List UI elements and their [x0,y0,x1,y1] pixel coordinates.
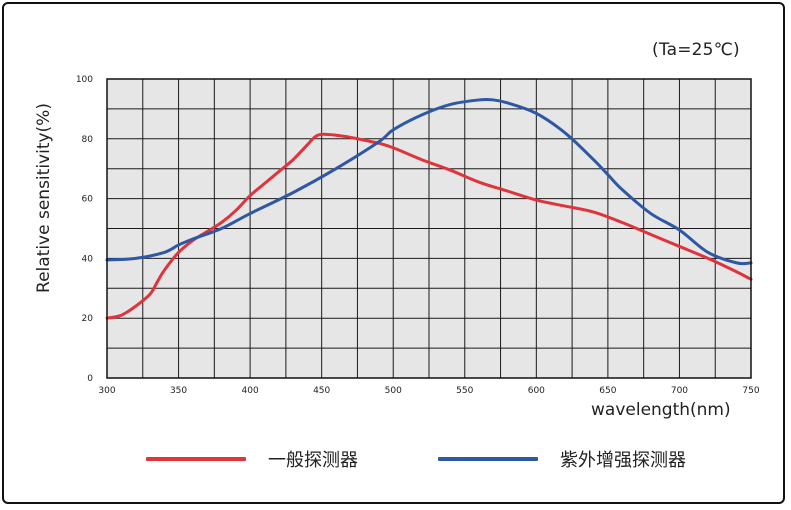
x-tick-label: 650 [599,386,616,396]
x-tick-label: 600 [528,386,545,396]
legend-swatch-general [146,457,246,461]
x-tick-label: 400 [242,386,259,396]
y-tick-label: 80 [82,135,94,145]
x-tick-label: 450 [313,386,330,396]
x-tick-labels: 300 350 400 450 500 550 600 650 700 750 [98,386,759,396]
y-tick-label: 100 [76,75,93,85]
legend-swatch-uv-enhanced [438,457,538,461]
x-tick-label: 550 [456,386,473,396]
grid-lines [107,79,751,378]
y-tick-labels: 0 20 40 60 80 100 [76,75,93,384]
y-tick-label: 60 [82,195,94,205]
x-tick-label: 300 [98,386,115,396]
series-line-general [105,132,753,320]
legend-label-uv-enhanced: 紫外增强探测器 [560,450,686,471]
series-line-uv-enhanced [105,97,753,266]
x-axis-label: wavelength(nm) [591,400,731,420]
legend-label-general: 一般探测器 [268,450,358,471]
series-lines [105,97,753,320]
x-tick-label: 350 [170,386,187,396]
y-tick-label: 20 [82,314,94,324]
legend-item-uv-enhanced: 紫外增强探测器 [438,447,686,471]
x-tick-label: 750 [742,386,759,396]
x-tick-label: 500 [385,386,402,396]
y-tick-label: 0 [87,374,93,384]
condition-label: (Ta=25℃) [652,40,740,60]
plot-border [106,78,752,379]
x-tick-label: 700 [671,386,688,396]
y-tick-label: 40 [82,254,94,264]
legend-item-general: 一般探测器 [146,447,358,471]
